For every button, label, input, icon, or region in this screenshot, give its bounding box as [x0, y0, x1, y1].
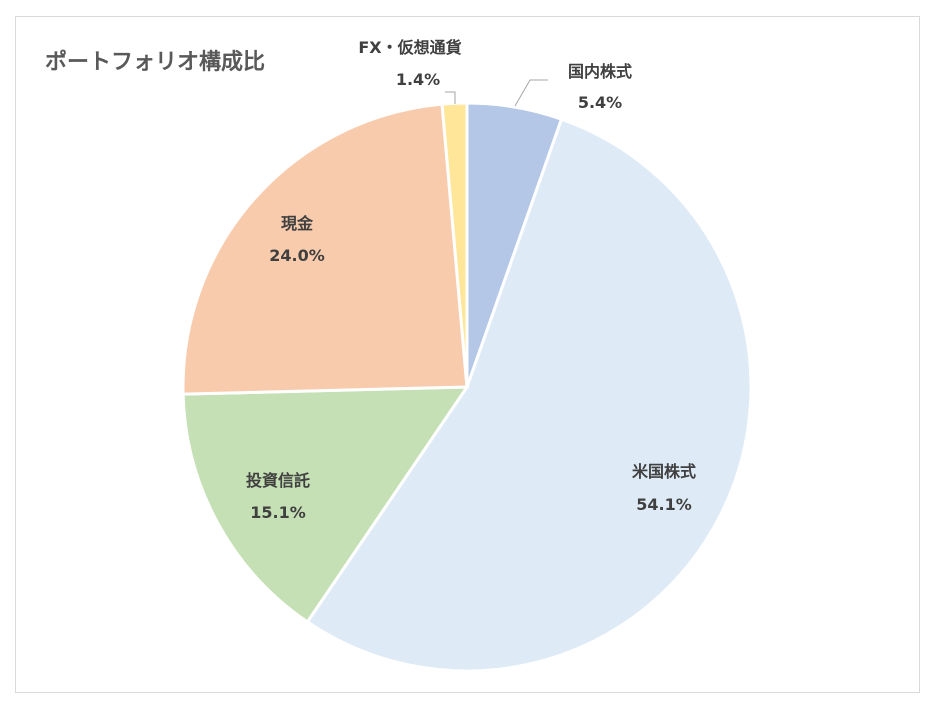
leader-line-5	[445, 91, 456, 104]
slice-label-name-5: FX・仮想通貨	[358, 38, 461, 57]
pie-slice-3	[181, 385, 470, 624]
slice-label-value-3: 15.1%	[250, 503, 306, 522]
slice-label-name-2: 米国株式	[632, 462, 696, 481]
chart-title: ポートフォリオ構成比	[45, 50, 266, 75]
pie-slice-2	[305, 117, 753, 673]
slice-label-value-1: 5.4%	[578, 93, 622, 112]
slice-label-value-5: 1.4%	[396, 70, 440, 89]
slice-label-name-3: 投資信託	[246, 471, 310, 490]
pie-slice-4	[181, 102, 469, 396]
slice-label-name-4: 現金	[281, 214, 314, 233]
slice-label-value-2: 54.1%	[636, 495, 692, 514]
slice-label-value-4: 24.0%	[269, 246, 325, 265]
slice-label-name-1: 国内株式	[568, 62, 632, 81]
leader-line-1	[514, 79, 548, 107]
